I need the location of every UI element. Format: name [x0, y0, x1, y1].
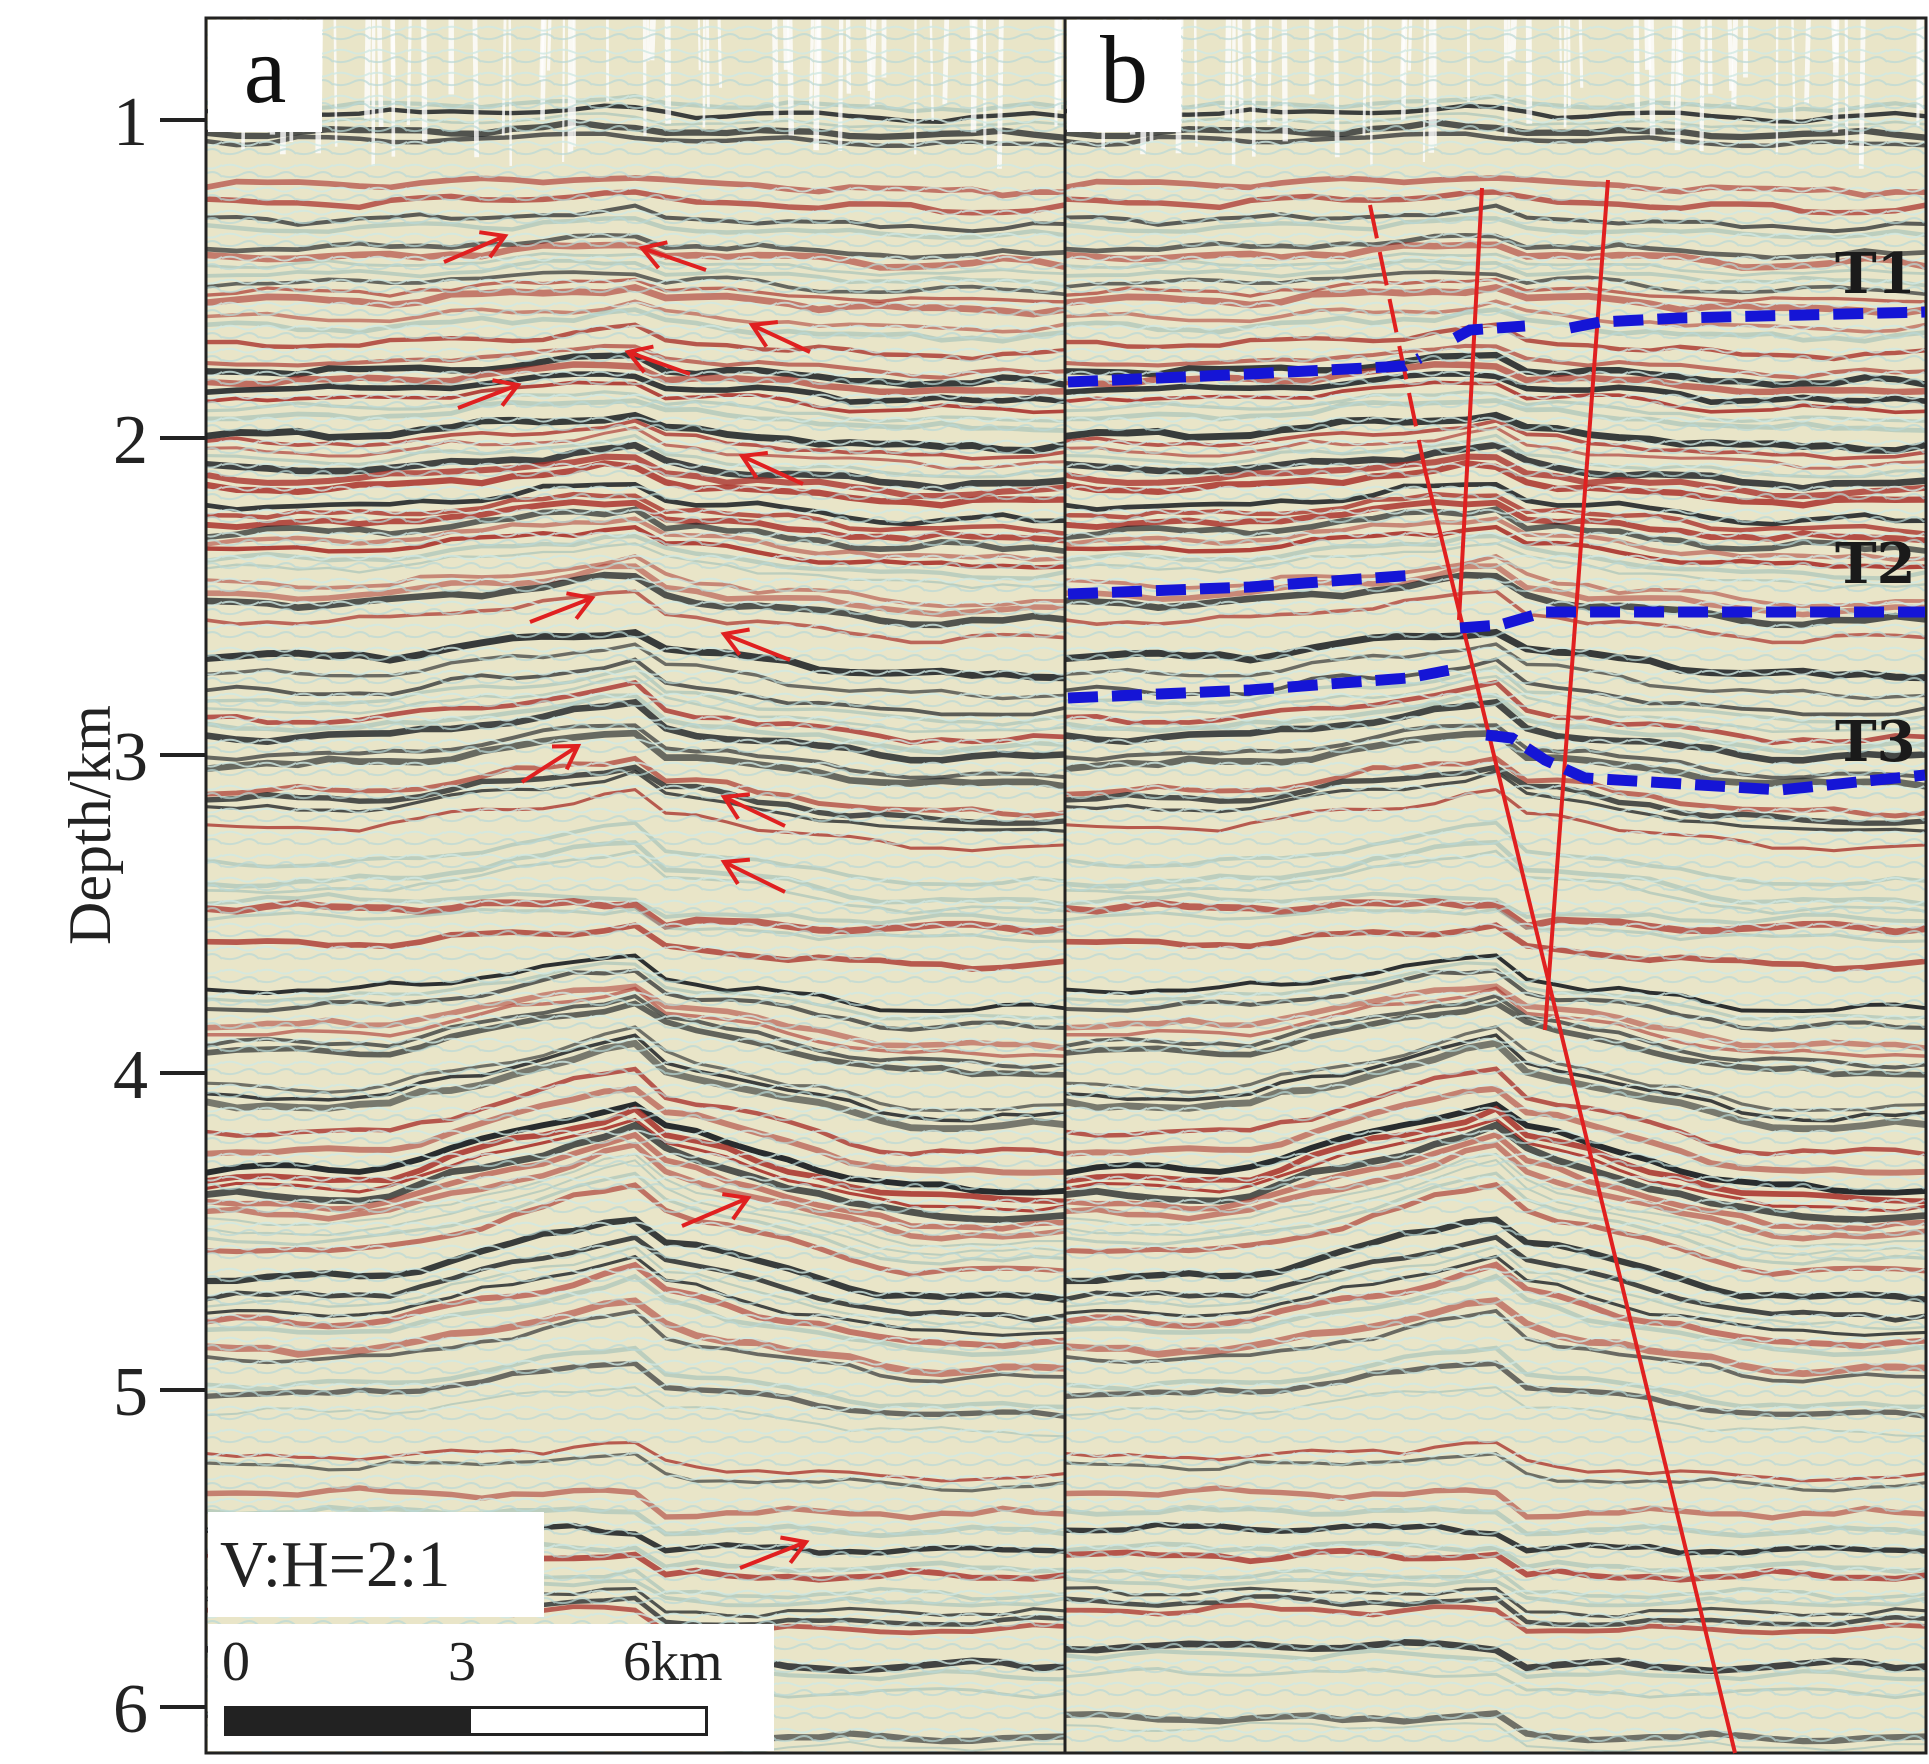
tick-label: 5	[48, 1358, 148, 1428]
tick-label: 6	[48, 1675, 148, 1745]
vertical-exaggeration-label: V:H=2:1	[208, 1512, 544, 1617]
horizon-label-t2: T2	[1835, 536, 1916, 592]
scale-bar: 0 3 6km	[208, 1624, 774, 1751]
panel-label-a: a	[208, 20, 322, 132]
scale-bar-light	[468, 1706, 708, 1736]
scale-label-zero: 0	[222, 1634, 250, 1690]
scale-label-end: 6km	[623, 1634, 723, 1690]
y-axis-ticks	[160, 120, 206, 1707]
tick-label: 3	[48, 723, 148, 793]
panel-b-seismic	[1066, 18, 1926, 1753]
panel-label-b: b	[1067, 20, 1181, 132]
horizon-label-t1: T1	[1835, 246, 1916, 302]
tick-label: 4	[48, 1041, 148, 1111]
panel-a-seismic	[206, 18, 1064, 1753]
scale-bar-dark	[224, 1706, 468, 1736]
scale-label-mid: 3	[448, 1634, 476, 1690]
horizon-label-t3: T3	[1835, 714, 1916, 770]
tick-label: 2	[48, 406, 148, 476]
tick-label: 1	[48, 88, 148, 158]
